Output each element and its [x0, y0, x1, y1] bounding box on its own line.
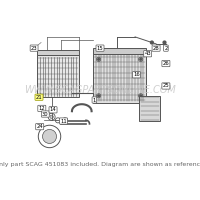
Circle shape — [140, 58, 142, 60]
Text: 1: 1 — [93, 98, 96, 102]
Circle shape — [163, 41, 166, 44]
Text: 11: 11 — [60, 119, 67, 124]
Text: 21: 21 — [36, 95, 42, 100]
Text: 26: 26 — [163, 61, 169, 66]
Text: 24: 24 — [36, 124, 43, 129]
Text: 14: 14 — [50, 107, 56, 112]
Text: 30: 30 — [42, 112, 49, 117]
Text: 23: 23 — [31, 46, 37, 51]
FancyBboxPatch shape — [139, 96, 160, 121]
FancyBboxPatch shape — [93, 48, 146, 54]
Text: 15: 15 — [97, 46, 103, 51]
Circle shape — [98, 58, 99, 60]
FancyBboxPatch shape — [37, 50, 79, 55]
Circle shape — [50, 115, 53, 119]
FancyBboxPatch shape — [37, 55, 79, 97]
Circle shape — [150, 41, 153, 44]
Text: 2: 2 — [164, 46, 168, 51]
Text: 43: 43 — [144, 51, 151, 56]
Text: 12: 12 — [38, 106, 45, 111]
Text: 25: 25 — [163, 83, 169, 88]
Circle shape — [98, 95, 99, 97]
Text: WWW.SCAGPARTSONLINE.COM: WWW.SCAGPARTSONLINE.COM — [24, 85, 176, 95]
Circle shape — [43, 129, 57, 143]
Text: 16: 16 — [133, 72, 140, 77]
Circle shape — [140, 95, 142, 97]
Text: Only part SCAG 451083 included. Diagram are shown as reference.: Only part SCAG 451083 included. Diagram … — [0, 162, 200, 167]
Text: 28: 28 — [153, 46, 159, 51]
Circle shape — [156, 45, 159, 48]
FancyBboxPatch shape — [93, 54, 146, 103]
